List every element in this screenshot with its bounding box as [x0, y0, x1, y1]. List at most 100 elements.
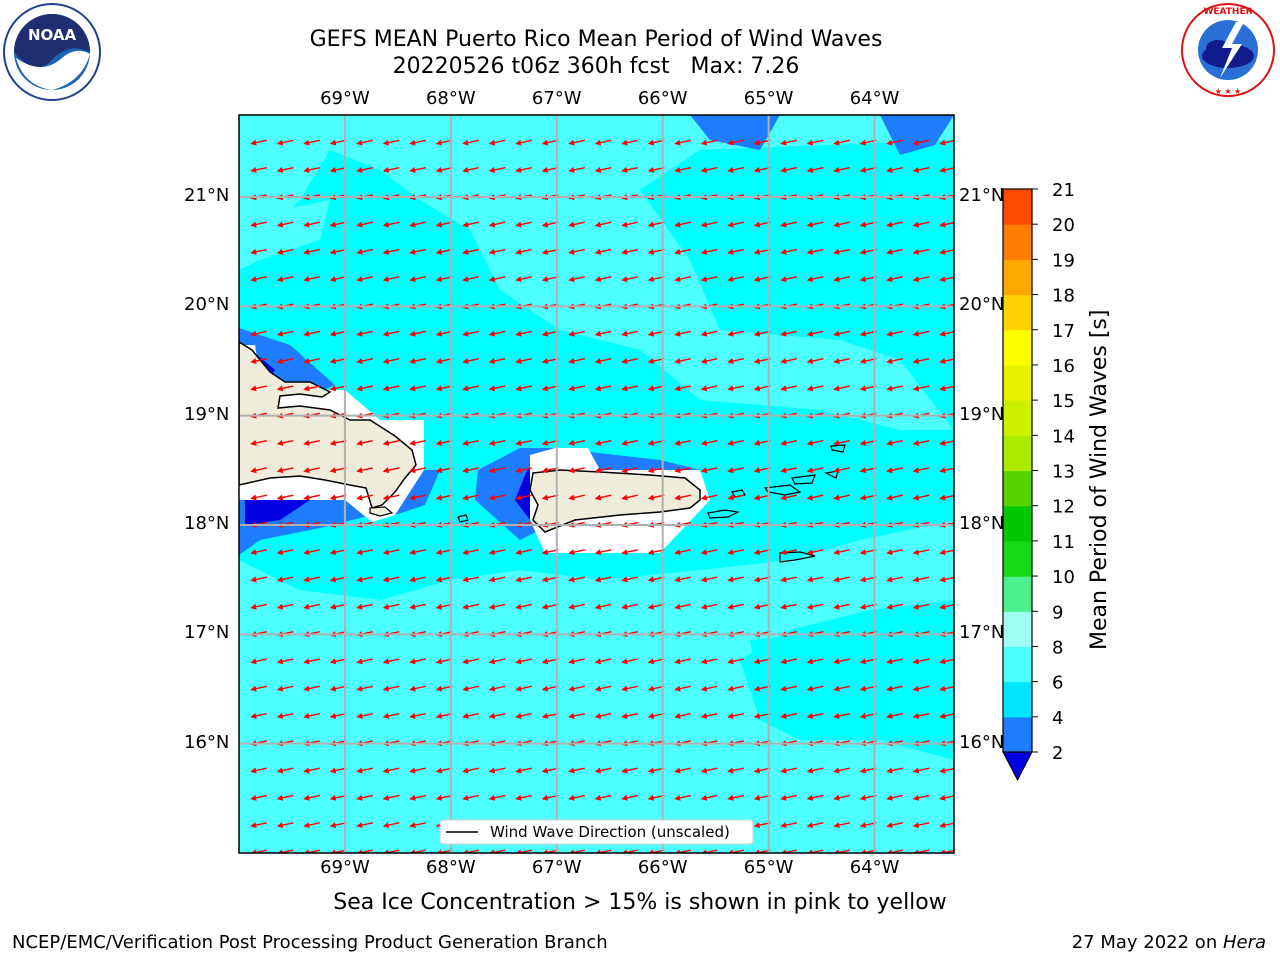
- wave-direction-arrow: [912, 549, 930, 556]
- wave-direction-arrow: [568, 603, 585, 610]
- wave-direction-arrow: [674, 358, 691, 364]
- colorbar-tick-label: 9: [1052, 602, 1063, 623]
- wave-direction-arrow: [250, 221, 267, 228]
- colorbar-tick-label: 16: [1052, 356, 1075, 377]
- wave-direction-arrow: [594, 358, 612, 364]
- wave-direction-arrow: [382, 603, 400, 610]
- wave-direction-arrow: [621, 385, 638, 392]
- wave-direction-arrow: [382, 794, 400, 801]
- wave-direction-arrow: [250, 166, 267, 173]
- wave-direction-arrow: [727, 685, 744, 692]
- wave-direction-arrow: [276, 712, 294, 719]
- wave-direction-arrow: [515, 276, 532, 283]
- lat-tick-label-left: 20°N: [184, 294, 230, 316]
- legend-label: Wind Wave Direction (unscaled): [490, 823, 730, 841]
- wave-direction-arrow: [700, 467, 718, 474]
- wave-direction-arrow: [621, 439, 638, 446]
- wave-direction-arrow: [700, 276, 718, 283]
- island: [830, 444, 846, 453]
- wave-direction-arrow: [250, 467, 267, 474]
- wave-direction-arrow: [594, 794, 612, 801]
- colorbar-segment: [1003, 716, 1032, 753]
- wave-direction-arrow: [276, 139, 294, 146]
- noaa-logo: NOAA: [3, 3, 101, 101]
- wave-direction-arrow: [303, 576, 320, 583]
- wave-direction-arrow: [912, 139, 930, 146]
- wave-direction-arrow: [833, 358, 850, 364]
- wave-direction-arrow: [912, 330, 930, 337]
- wave-direction-arrow: [912, 467, 930, 474]
- wave-direction-arrow: [409, 358, 426, 364]
- wave-direction-arrow: [727, 221, 744, 228]
- wave-direction-arrow: [303, 166, 320, 173]
- wave-direction-arrow: [568, 276, 585, 283]
- wave-direction-arrow: [886, 767, 903, 774]
- colorbar-segment: [1003, 540, 1032, 577]
- wave-direction-arrow: [912, 685, 930, 692]
- wave-direction-arrow: [515, 685, 532, 692]
- wave-direction-arrow: [780, 549, 797, 556]
- wave-direction-arrow: [806, 467, 824, 474]
- wave-direction-arrow: [886, 658, 903, 665]
- wave-direction-arrow: [303, 358, 320, 364]
- wave-direction-arrow: [700, 576, 718, 583]
- wave-direction-arrow: [621, 712, 638, 719]
- wave-direction-arrow: [356, 358, 373, 364]
- wave-direction-arrow: [594, 767, 612, 774]
- wave-direction-arrow: [780, 658, 797, 665]
- wave-direction-arrow: [276, 248, 294, 255]
- wave-direction-arrow: [780, 439, 797, 446]
- lat-tick-label-right: 20°N: [959, 294, 1005, 316]
- wave-direction-arrow: [780, 358, 797, 364]
- wave-direction-arrow: [382, 685, 400, 692]
- wave-direction-arrow: [250, 139, 267, 146]
- wave-direction-arrow: [276, 603, 294, 610]
- wave-direction-arrow: [303, 822, 320, 829]
- wave-direction-arrow: [700, 221, 718, 228]
- wave-direction-arrow: [806, 549, 824, 556]
- wave-direction-arrow: [515, 494, 532, 501]
- colorbar-tick-label: 20: [1052, 215, 1075, 236]
- lon-tick-label-top: 66°W: [637, 88, 688, 109]
- wave-direction-arrow: [621, 576, 638, 583]
- wave-direction-arrow: [700, 330, 718, 337]
- wave-direction-arrow: [276, 822, 294, 829]
- island: [824, 470, 839, 479]
- wave-direction-arrow: [488, 712, 506, 719]
- wave-direction-arrow: [886, 385, 903, 392]
- wave-direction-arrow: [700, 494, 718, 501]
- wave-direction-arrow: [594, 576, 612, 583]
- wave-direction-arrow: [303, 248, 320, 255]
- wave-direction-arrow: [250, 248, 267, 255]
- svg-text:★ ★ ★: ★ ★ ★: [1215, 87, 1242, 96]
- wave-direction-arrow: [727, 467, 744, 474]
- wave-direction-arrow: [621, 221, 638, 228]
- wave-direction-arrow: [833, 767, 850, 774]
- svg-text:WEATHER: WEATHER: [1203, 7, 1252, 17]
- wave-direction-arrow: [276, 494, 294, 501]
- wave-direction-arrow: [912, 822, 930, 829]
- wave-direction-arrow: [833, 330, 850, 337]
- wave-direction-arrow: [727, 603, 744, 610]
- wave-period-field-2-4s: [880, 115, 954, 155]
- wave-direction-arrow: [780, 767, 797, 774]
- wave-direction-arrow: [700, 248, 718, 255]
- wave-direction-arrow: [515, 767, 532, 774]
- wave-direction-arrow: [303, 685, 320, 692]
- wave-direction-arrow: [780, 712, 797, 719]
- wave-direction-arrow: [833, 221, 850, 228]
- wave-direction-arrow: [621, 767, 638, 774]
- wave-direction-arrow: [806, 712, 824, 719]
- wave-direction-arrow: [568, 494, 585, 501]
- wave-direction-arrow: [806, 139, 824, 146]
- wave-direction-arrow: [886, 358, 903, 364]
- wave-direction-arrow: [674, 685, 691, 692]
- wave-direction-arrow: [594, 603, 612, 610]
- wave-direction-arrow: [700, 685, 718, 692]
- wave-direction-arrow: [806, 603, 824, 610]
- colorbar-tick-label: 2: [1052, 743, 1063, 764]
- wave-direction-arrow: [409, 494, 426, 501]
- wave-direction-arrow: [674, 658, 691, 665]
- wave-direction-arrow: [886, 712, 903, 719]
- wave-direction-arrow: [462, 549, 479, 556]
